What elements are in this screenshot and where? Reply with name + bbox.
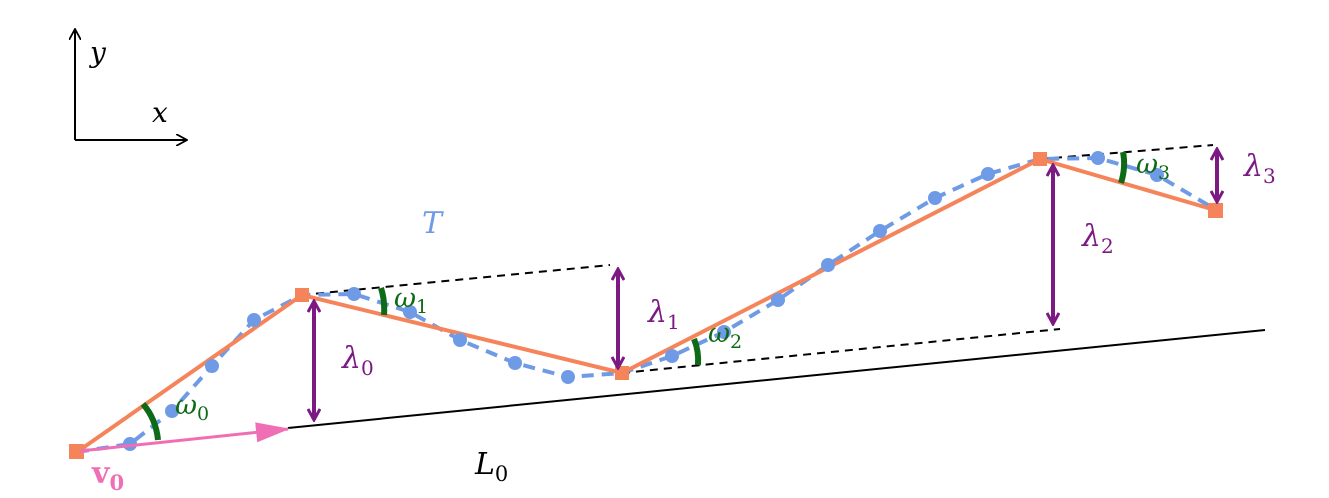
omega-arc-1 [378, 287, 388, 316]
trajectory-point [205, 359, 219, 373]
trajectory-point [928, 191, 942, 205]
trajectory-point [981, 167, 995, 181]
trajectory-point [821, 258, 835, 272]
omega-arc-0 [140, 402, 161, 441]
vertex-marker [615, 366, 629, 380]
baseline-line [287, 329, 1266, 429]
lambda-label-2: λ2 [1081, 219, 1114, 258]
trajectory-point [771, 293, 785, 307]
segment-path [75, 156, 1216, 454]
axes-icon [75, 30, 186, 140]
trajectory-point [403, 305, 417, 319]
velocity-arrow [79, 422, 290, 453]
vertex-marker [69, 444, 84, 459]
vertex-marker [295, 288, 309, 302]
dashed-line-1 [301, 264, 611, 296]
trajectory-label: T [422, 206, 444, 241]
trajectory-path [76, 155, 1215, 454]
x-axis-label: x [152, 96, 168, 129]
trajectory-point [1150, 168, 1164, 182]
trajectory-point [1091, 151, 1105, 165]
omega-arc-2 [691, 337, 702, 366]
trajectory-point [508, 356, 522, 370]
omega-label-3: ω3 [1136, 149, 1170, 184]
trajectory-point [453, 333, 467, 347]
velocity-label: v0 [91, 456, 124, 495]
vertex-marker [1033, 152, 1047, 166]
omega-arcs [140, 151, 1128, 441]
trajectory-point [347, 287, 361, 301]
vertex-marker [1208, 203, 1223, 218]
trajectory-point [247, 313, 261, 327]
trajectory-point [873, 224, 887, 238]
baseline-label: L0 [474, 447, 508, 486]
lambda-arrows [314, 150, 1217, 419]
trajectory-point [717, 325, 731, 339]
omega-label-1: ω1 [394, 283, 428, 318]
lambda-label-0: λ0 [341, 341, 374, 380]
lambda-label-3: λ3 [1243, 149, 1276, 188]
omega-arc-3 [1118, 151, 1128, 184]
trajectory-point [561, 370, 575, 384]
dashed-reference-lines [301, 144, 1214, 374]
lambda-label-1: λ1 [647, 295, 680, 334]
trajectory-point [165, 404, 179, 418]
dashed-line-2 [621, 328, 1061, 374]
trajectory-point [665, 349, 679, 363]
omega-label-0: ω0 [175, 390, 209, 425]
trajectory-points [123, 151, 1164, 451]
y-axis-label: y [88, 36, 107, 69]
segment-vertices [69, 152, 1223, 459]
trajectory-curve [76, 155, 1215, 454]
omega-label-2: ω2 [708, 318, 742, 353]
